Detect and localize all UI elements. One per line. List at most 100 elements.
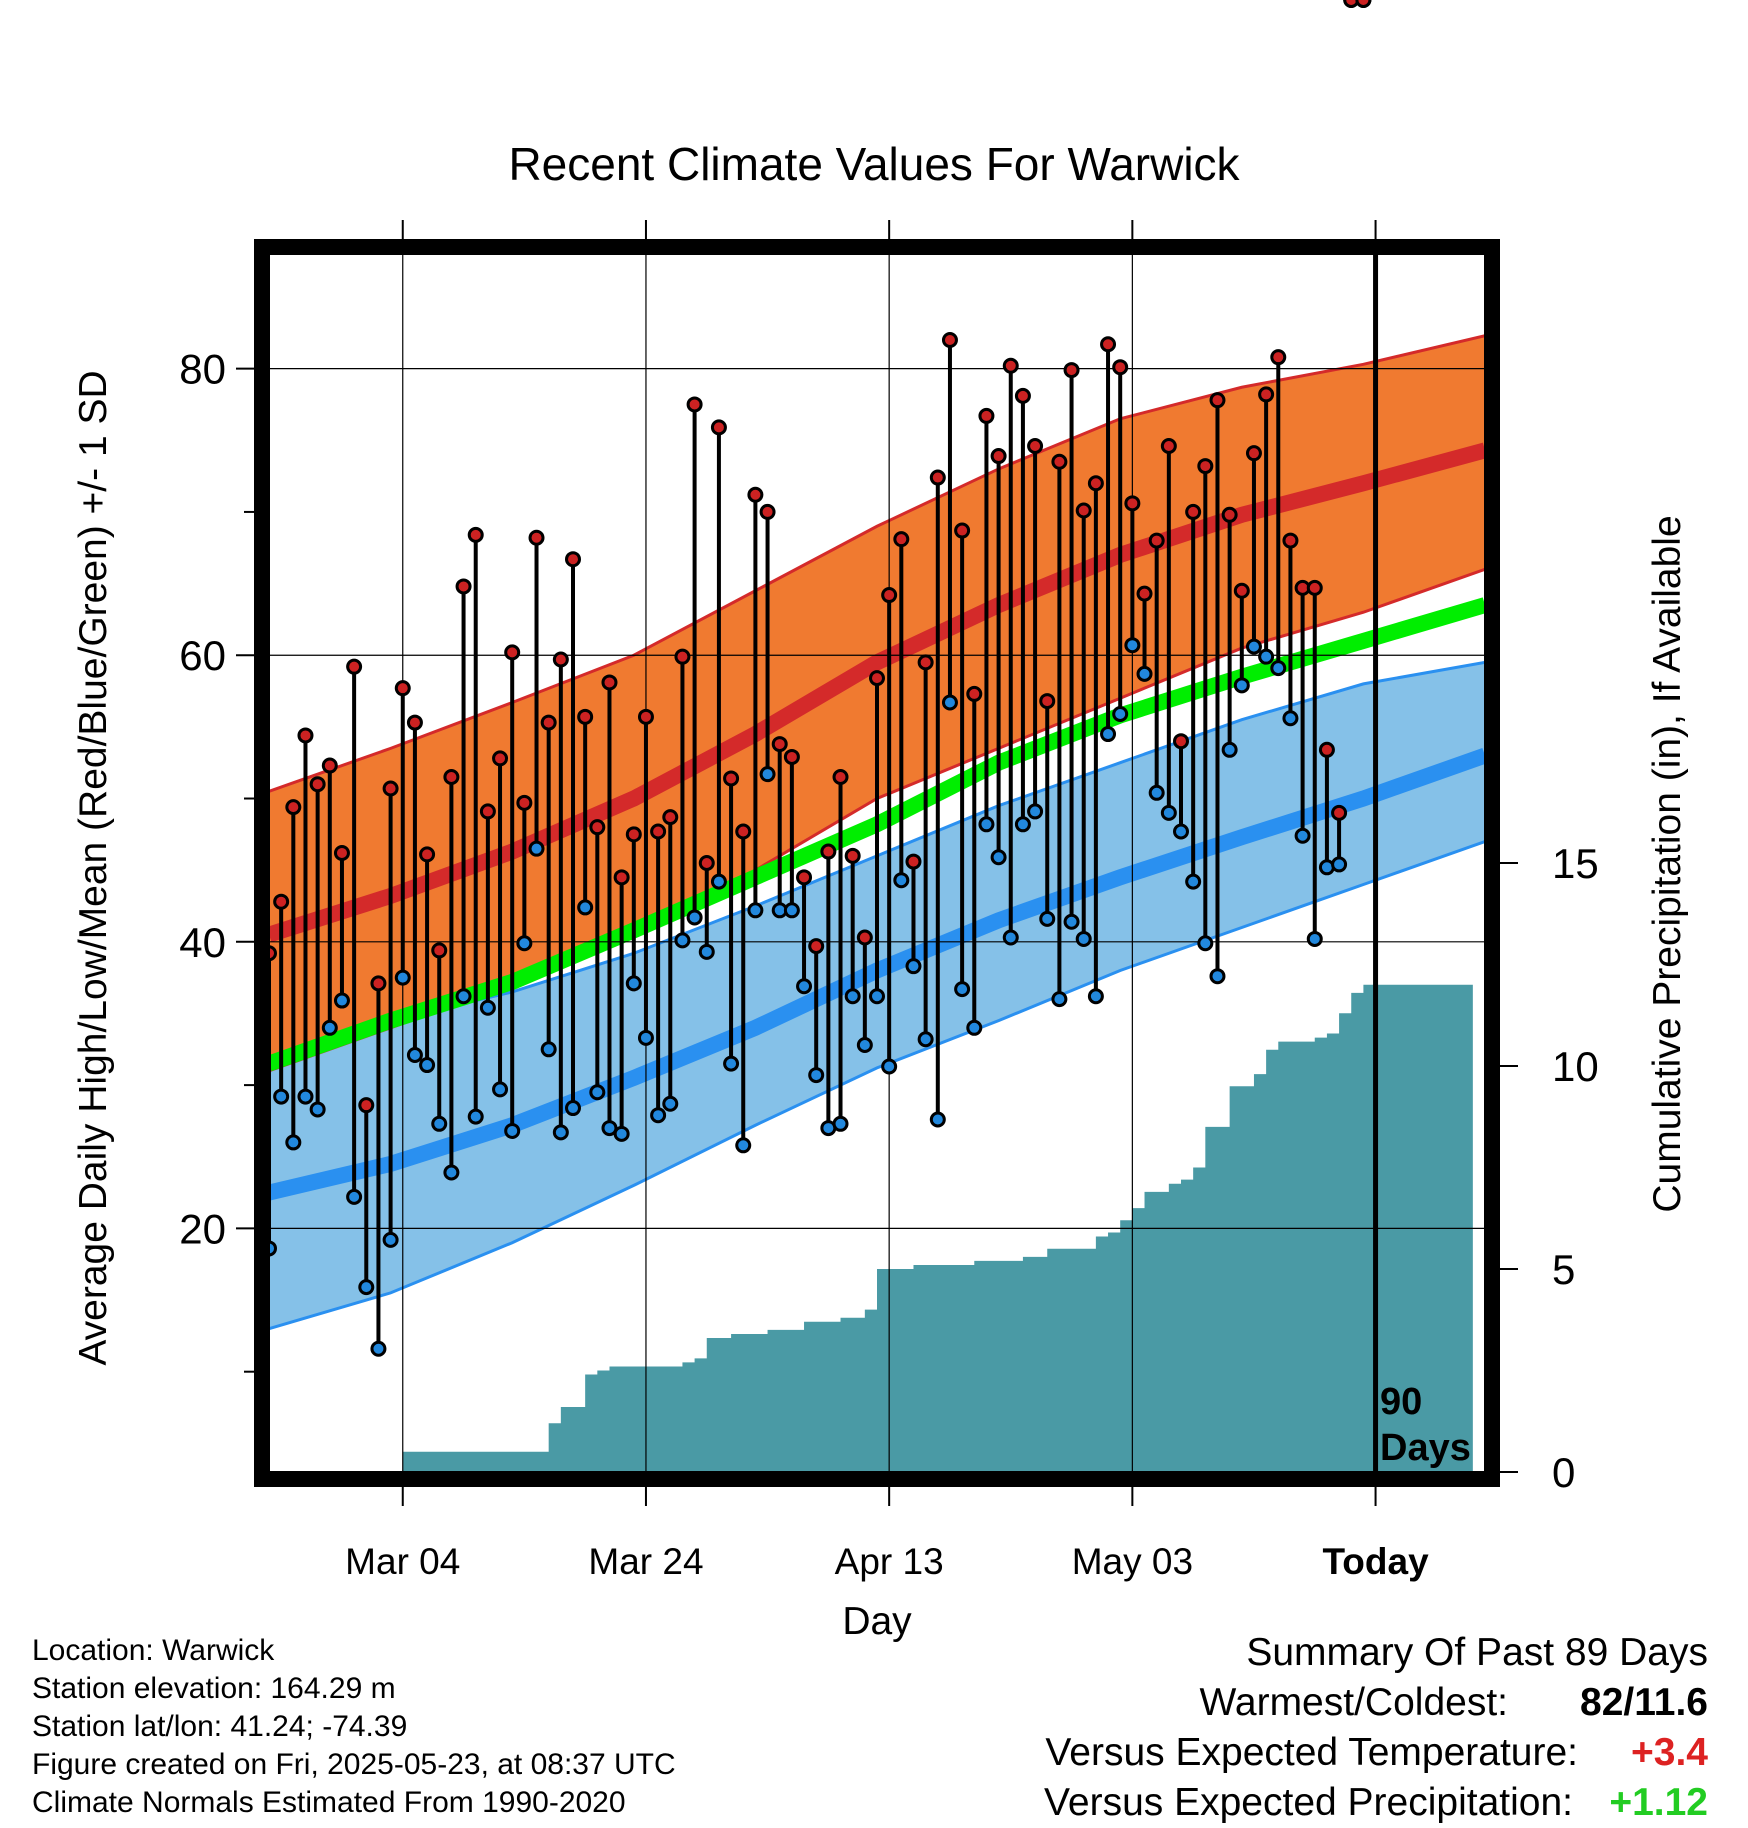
daily-high-point: [1209, 392, 1226, 409]
daily-low-point: [1124, 637, 1141, 654]
daily-high-point: [285, 799, 302, 816]
daily-high-point: [662, 809, 679, 826]
daily-high-point: [783, 748, 800, 765]
daily-high-point: [735, 823, 752, 840]
daily-low-point: [285, 1134, 302, 1151]
daily-low-point: [1294, 827, 1311, 844]
daily-high-point: [637, 708, 654, 725]
precip-vs-expected-label: Versus Expected Precipitation:: [1044, 1781, 1573, 1824]
y2-tick-label: 10: [1552, 1043, 1599, 1090]
daily-low-point: [735, 1137, 752, 1154]
daily-low-point: [565, 1100, 581, 1117]
daily-low-point: [1112, 705, 1129, 722]
daily-high-point: [479, 803, 496, 820]
daily-high-point: [1282, 532, 1299, 549]
daily-high-point: [1355, 0, 1372, 8]
daily-high-point: [905, 853, 922, 870]
daily-high-point: [419, 846, 436, 863]
daily-low-point: [467, 1108, 484, 1125]
y2-tick-label: 5: [1552, 1246, 1575, 1293]
daily-low-point: [370, 1340, 387, 1357]
daily-low-point: [869, 988, 885, 1005]
daily-low-point: [1075, 930, 1092, 947]
daily-high-point: [771, 736, 788, 753]
daily-high-point: [917, 654, 934, 671]
temp-vs-expected-value: +3.4: [1631, 1731, 1708, 1774]
daily-low-point: [1221, 741, 1238, 758]
daily-low-point: [1331, 856, 1348, 873]
y2-tick-label: 15: [1552, 840, 1599, 887]
daily-low-point: [808, 1067, 825, 1084]
daily-low-point: [1185, 873, 1202, 890]
daily-high-point: [601, 674, 618, 691]
station-elevation: Station elevation: 164.29 m: [32, 1672, 396, 1705]
daily-high-point: [1270, 349, 1287, 366]
daily-low-point: [1173, 823, 1189, 840]
daily-low-point: [650, 1107, 667, 1124]
daily-low-point: [966, 1019, 983, 1036]
daily-low-point: [516, 935, 533, 952]
daily-low-point: [479, 999, 496, 1016]
daily-low-point: [1039, 910, 1056, 927]
daily-high-point: [1027, 438, 1044, 455]
daily-low-point: [686, 909, 703, 926]
daily-low-point: [674, 932, 691, 949]
daily-low-point: [832, 1115, 849, 1132]
x-tick-label: Apr 13: [835, 1541, 944, 1582]
daily-high-point: [759, 503, 776, 520]
daily-low-point: [893, 872, 910, 889]
daily-high-point: [856, 929, 873, 946]
daily-low-point: [954, 981, 971, 998]
daily-high-point: [832, 769, 849, 786]
daily-low-point: [455, 988, 472, 1005]
daily-high-point: [528, 529, 545, 546]
daily-high-point: [1148, 532, 1165, 549]
station-location: Location: Warwick: [32, 1634, 275, 1667]
y-tick-label: 60: [179, 632, 226, 679]
y-axis-label-left: Average Daily High/Low/Mean (Red/Blue/Gr…: [72, 370, 115, 1365]
daily-low-point: [273, 1088, 290, 1105]
daily-low-point: [297, 1088, 314, 1105]
daily-low-point: [492, 1081, 509, 1098]
daily-high-point: [1124, 495, 1141, 512]
daily-high-point: [1014, 387, 1031, 404]
high-normal-mean-line: [269, 442, 1485, 943]
precipitation-area: [269, 984, 1473, 1472]
summary-precip: Versus Expected Precipitation: +1.12: [1044, 1778, 1708, 1828]
daily-high-point: [492, 750, 509, 767]
daily-low-point: [577, 899, 594, 916]
daily-high-point: [808, 938, 825, 955]
figure-created: Figure created on Fri, 2025-05-23, at 08…: [32, 1748, 676, 1781]
daily-high-point: [1306, 579, 1323, 596]
daily-low-point: [431, 1115, 448, 1132]
daily-high-point: [552, 651, 569, 668]
daily-high-point: [1075, 502, 1092, 519]
daily-high-point: [820, 843, 837, 860]
daily-high-point: [613, 869, 630, 886]
daily-points: [261, 0, 1372, 1357]
daily-high-point: [333, 844, 350, 861]
daily-low-point: [710, 873, 727, 890]
x-tick-label: Today: [1322, 1541, 1429, 1582]
daily-high-point: [467, 526, 484, 543]
today-label-line1: 90: [1380, 1381, 1422, 1423]
daily-low-point: [358, 1279, 375, 1296]
warmest-coldest-label: Warmest/Coldest:: [1199, 1681, 1508, 1724]
daily-low-point: [759, 766, 776, 783]
daily-high-point: [1331, 804, 1348, 821]
daily-high-point: [1039, 693, 1056, 710]
daily-low-point: [905, 958, 922, 975]
daily-low-point: [1197, 935, 1214, 952]
daily-high-point: [540, 714, 557, 731]
daily-high-point: [455, 578, 472, 595]
daily-low-point: [698, 943, 715, 960]
daily-low-point: [601, 1120, 618, 1137]
daily-low-point: [990, 849, 1007, 866]
daily-high-point: [966, 685, 983, 702]
daily-low-point: [917, 1031, 934, 1048]
daily-low-point: [1051, 991, 1068, 1008]
daily-high-point: [929, 469, 946, 486]
daily-high-point: [577, 708, 594, 725]
daily-high-point: [674, 648, 691, 665]
daily-high-point: [1136, 585, 1153, 602]
